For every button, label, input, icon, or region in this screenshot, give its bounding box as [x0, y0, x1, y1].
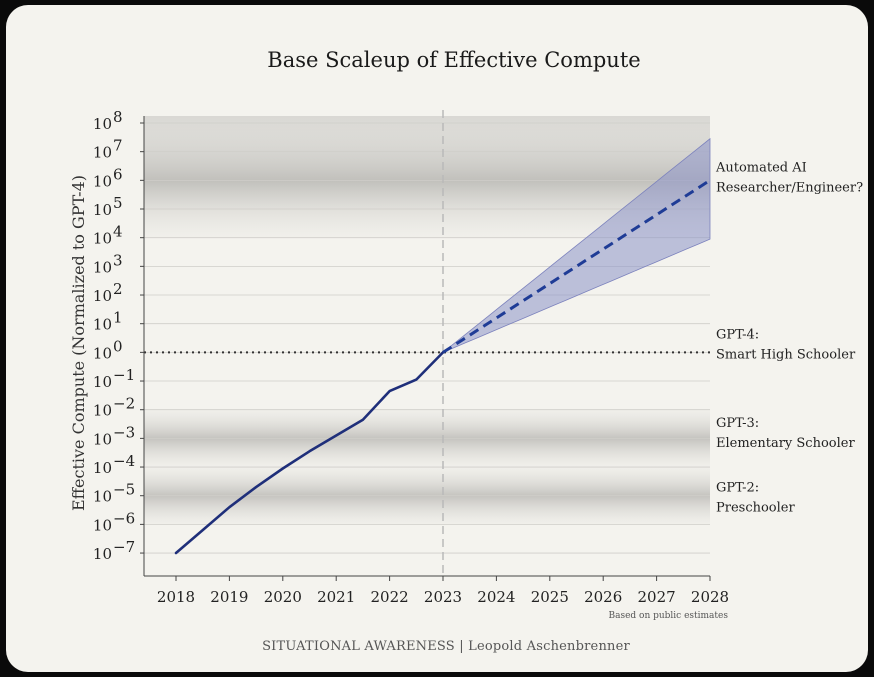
y-tick-exponent: −3 [113, 423, 135, 441]
x-tick-label: 2021 [317, 588, 355, 606]
annotation-label: Preschooler [716, 501, 795, 516]
y-tick-label: 10 [93, 344, 112, 362]
y-tick-exponent: 0 [113, 337, 123, 355]
chart-title: Base Scaleup of Effective Compute [267, 48, 640, 72]
y-tick-exponent: −7 [113, 538, 135, 556]
y-tick-label: 10 [93, 488, 112, 506]
y-tick-label: 10 [93, 316, 112, 334]
annotation-label: Researcher/Engineer? [716, 180, 863, 195]
annotation-label: Automated AI [715, 160, 807, 175]
y-tick-exponent: −6 [113, 509, 135, 527]
y-tick-label: 10 [93, 287, 112, 305]
x-tick-label: 2026 [584, 588, 622, 606]
y-tick-exponent: 2 [113, 280, 123, 298]
annotation-label: GPT-4: [716, 327, 759, 342]
x-tick-label: 2027 [638, 588, 676, 606]
x-tick-label: 2023 [424, 588, 462, 606]
y-tick-label: 10 [93, 115, 112, 133]
y-tick-exponent: 8 [113, 108, 123, 126]
x-tick-label: 2025 [531, 588, 569, 606]
y-tick-exponent: 5 [113, 194, 123, 212]
annotation-label: Elementary Schooler [716, 436, 855, 451]
y-tick-label: 10 [93, 230, 112, 248]
y-tick-exponent: −2 [113, 395, 135, 413]
y-tick-label: 10 [93, 373, 112, 391]
annotation-label: GPT-2: [716, 481, 759, 496]
y-tick-exponent: 7 [113, 137, 123, 155]
annotation-label: GPT-3: [716, 416, 759, 431]
y-tick-exponent: 3 [113, 251, 123, 269]
annotation-label: Smart High Schooler [716, 347, 856, 362]
footer-credit: SITUATIONAL AWARENESS | Leopold Aschenbr… [262, 639, 630, 654]
y-tick-exponent: −1 [113, 366, 135, 384]
y-tick-label: 10 [93, 516, 112, 534]
x-tick-label: 2018 [157, 588, 195, 606]
y-tick-exponent: −4 [113, 452, 135, 470]
x-tick-label: 2020 [264, 588, 302, 606]
x-tick-label: 2024 [477, 588, 515, 606]
y-tick-label: 10 [93, 430, 112, 448]
y-tick-label: 10 [93, 258, 112, 276]
y-tick-label: 10 [93, 459, 112, 477]
y-tick-exponent: 6 [113, 165, 123, 183]
y-tick-label: 10 [93, 545, 112, 563]
y-axis-label: Effective Compute (Normalized to GPT-4) [69, 175, 88, 511]
y-tick-exponent: −5 [113, 481, 135, 499]
x-tick-label: 2022 [371, 588, 409, 606]
chart-card: Base Scaleup of Effective Compute 10 8 10 7… [6, 5, 868, 672]
y-tick-exponent: 4 [113, 223, 123, 241]
x-tick-label: 2028 [691, 588, 729, 606]
y-tick-label: 10 [93, 172, 112, 190]
y-tick-exponent: 1 [113, 309, 123, 327]
source-note: Based on public estimates [608, 611, 728, 621]
y-tick-label: 10 [93, 144, 112, 162]
y-tick-label: 10 [93, 402, 112, 420]
historical-trend-line [174, 351, 445, 555]
projected-trend-line [442, 179, 711, 354]
y-tick-label: 10 [93, 201, 112, 219]
uncertainty-band [442, 137, 711, 353]
x-tick-label: 2019 [210, 588, 248, 606]
